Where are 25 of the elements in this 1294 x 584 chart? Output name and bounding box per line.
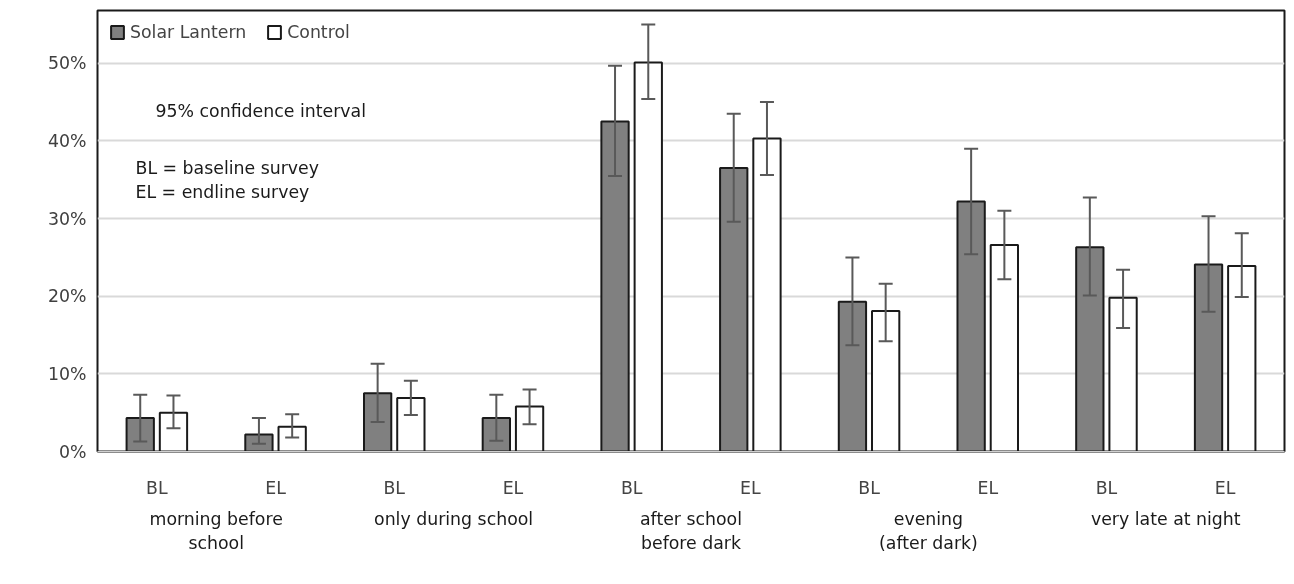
x-tick-label: EL — [265, 477, 287, 498]
x-tick-label: BL — [146, 477, 168, 498]
y-tick-label: 40% — [47, 130, 87, 151]
y-tick-label: 20% — [47, 286, 87, 307]
x-tick-label: EL — [1214, 477, 1236, 498]
x-tick-label: BL — [858, 477, 881, 498]
text: evening (after dark) — [879, 508, 978, 553]
y-tick-label: 50% — [47, 53, 87, 74]
annotation: BL = baseline survey EL = endline survey — [135, 157, 319, 202]
legend-label: Control — [287, 22, 350, 42]
x-tick-label: EL — [977, 477, 999, 498]
text: only during school — [374, 508, 534, 529]
x-tick-label: BL — [383, 477, 406, 498]
x-tick-label: EL — [740, 477, 761, 498]
text: after school before dark — [639, 508, 743, 553]
y-tick-label: 30% — [47, 208, 87, 229]
annotation: 95% confidence interval — [155, 100, 366, 121]
y-tick-label: 0% — [59, 441, 87, 462]
y-tick-label: 10% — [47, 363, 87, 384]
text: morning before school — [149, 508, 283, 553]
legend-label: Solar Lantern — [130, 22, 247, 42]
text: very late at night — [1090, 508, 1241, 529]
x-tick-label: EL — [502, 477, 524, 498]
x-tick-label: BL — [1095, 477, 1118, 498]
x-tick-label: BL — [620, 477, 643, 498]
